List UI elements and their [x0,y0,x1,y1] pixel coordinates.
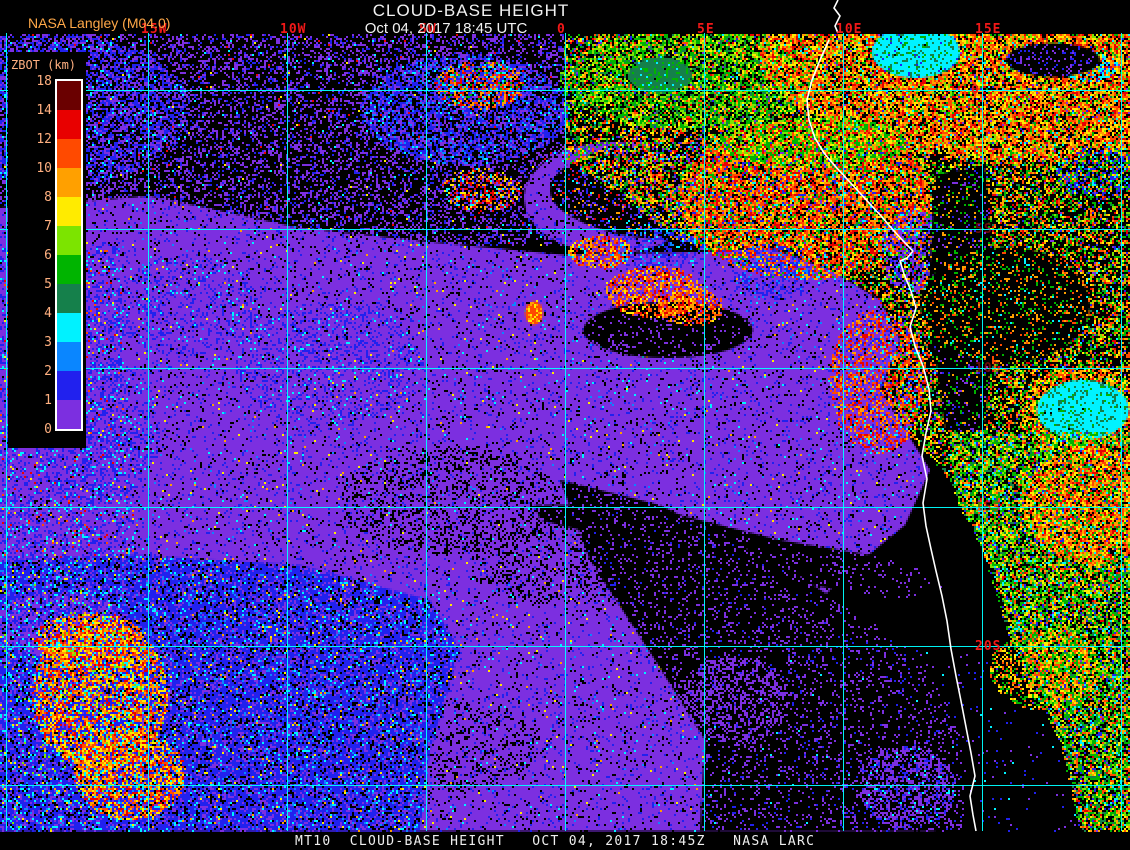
legend-colorbar [55,79,83,431]
legend-tick-label: 3 [44,335,52,350]
longitude-label: 10E [836,22,863,37]
legend-tick-label: 4 [44,306,52,321]
legend-tick-label: 18 [36,74,52,89]
legend-title: ZBOT (km) [11,58,77,72]
legend-tick-label: 12 [36,132,52,147]
legend-color-segment [57,226,81,255]
legend-color-segment [57,371,81,400]
footer-bar: MT10 CLOUD-BASE HEIGHT OCT 04, 2017 18:4… [0,832,1130,850]
legend-color-segment [57,255,81,284]
legend-color-segment [57,400,81,429]
longitude-label: 10W [280,22,307,37]
legend-tick-label: 14 [36,103,52,118]
legend-tick-label: 2 [44,364,52,379]
latitude-label: 20S [975,639,1002,654]
legend: ZBOT (km) 18 14 12 10 8 7 6 5 4 3 2 1 0 [8,52,86,448]
latitude-label: 0 [971,83,980,98]
legend-color-segment [57,197,81,226]
legend-color-segment [57,342,81,371]
legend-tick-label: 10 [36,161,52,176]
longitude-label: 5E [697,22,715,37]
legend-tick-label: 7 [44,219,52,234]
legend-tick-label: 0 [44,422,52,437]
legend-tick-label: 5 [44,277,52,292]
longitude-label: 5W [419,22,437,37]
page-title: CLOUD-BASE HEIGHT [372,1,570,20]
longitude-label: 0 [557,22,566,37]
legend-color-segment [57,81,81,110]
latitude-label: 5S [975,222,993,237]
latitude-label: 15S [975,500,1002,515]
legend-tick-label: 8 [44,190,52,205]
legend-color-segment [57,313,81,342]
longitude-label: 15E [975,22,1002,37]
legend-color-segment [57,110,81,139]
footer-text: MT10 CLOUD-BASE HEIGHT OCT 04, 2017 18:4… [295,834,816,849]
latitude-label: 10S [975,361,1002,376]
longitude-label: 15W [141,22,168,37]
legend-color-segment [57,139,81,168]
legend-tick-label: 1 [44,393,52,408]
legend-color-segment [57,284,81,313]
credit-label: NASA Langley (M04.0) [28,15,171,31]
legend-tick-label: 6 [44,248,52,263]
legend-color-segment [57,168,81,197]
datetime-label: Oct 04, 2017 18:45 UTC [364,20,528,37]
